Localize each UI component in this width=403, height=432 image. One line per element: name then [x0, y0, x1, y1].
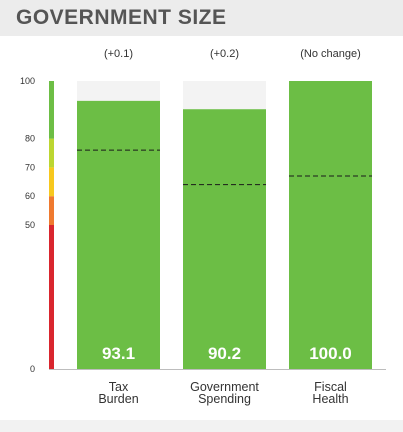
- category-label: Health: [312, 392, 348, 406]
- bar: [289, 81, 372, 369]
- category-label: Fiscal: [314, 380, 347, 394]
- y-tick-label: 50: [25, 220, 35, 230]
- chart-title: GOVERNMENT SIZE: [16, 6, 227, 29]
- y-tick-label: 80: [25, 134, 35, 144]
- scale-band-3: [49, 138, 54, 168]
- bar-change-label: (+0.1): [104, 48, 133, 60]
- category-label: Government: [190, 380, 259, 394]
- bar: [183, 109, 266, 369]
- bar-value-label: 90.2: [208, 344, 241, 363]
- bar: [77, 100, 160, 369]
- y-tick-label: 70: [25, 162, 35, 172]
- y-tick-label: 0: [30, 364, 35, 374]
- y-tick-label: 100: [20, 76, 35, 86]
- title-bar: GOVERNMENT SIZE: [0, 0, 403, 36]
- scale-band-2: [49, 167, 54, 197]
- bar-change-label: (+0.2): [210, 48, 239, 60]
- scale-band-1: [49, 196, 54, 225]
- y-tick-label: 60: [25, 191, 35, 201]
- category-label: Tax: [109, 380, 129, 394]
- bar-value-label: 100.0: [309, 344, 352, 363]
- scale-band-0: [49, 225, 54, 369]
- bar-change-label: (No change): [300, 48, 361, 60]
- category-label: Spending: [198, 392, 251, 406]
- scale-band-4: [49, 81, 54, 139]
- bar-value-label: 93.1: [102, 344, 135, 363]
- category-label: Burden: [98, 392, 138, 406]
